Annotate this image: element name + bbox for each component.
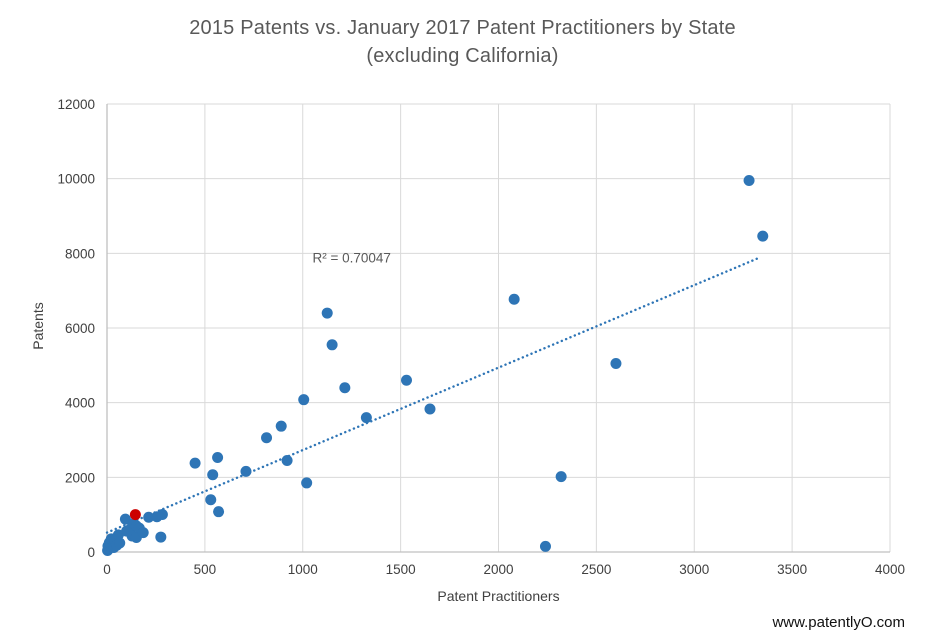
data-point xyxy=(137,527,149,539)
y-tick-label: 4000 xyxy=(65,396,95,411)
trendline xyxy=(105,255,763,534)
data-point xyxy=(240,465,252,477)
data-point xyxy=(281,455,293,467)
y-tick-label: 2000 xyxy=(65,470,95,485)
highlighted-data-point xyxy=(129,509,141,521)
x-tick-label: 3000 xyxy=(679,562,709,577)
data-point xyxy=(156,508,168,520)
x-tick-label: 2000 xyxy=(483,562,513,577)
data-point xyxy=(743,175,755,187)
data-point xyxy=(326,339,338,351)
data-point xyxy=(339,382,351,394)
data-point xyxy=(508,293,520,305)
data-point xyxy=(301,477,313,489)
data-point xyxy=(610,357,622,369)
data-point xyxy=(360,412,372,424)
data-point xyxy=(189,457,201,469)
x-tick-label: 3500 xyxy=(777,562,807,577)
x-tick-label: 1500 xyxy=(386,562,416,577)
data-point xyxy=(143,511,155,523)
data-point xyxy=(321,307,333,319)
chart-title-line1: 2015 Patents vs. January 2017 Patent Pra… xyxy=(189,17,736,39)
r-squared-annotation: R² = 0.70047 xyxy=(312,250,391,266)
data-point xyxy=(207,469,219,481)
data-point xyxy=(555,471,567,483)
data-point xyxy=(400,374,412,386)
x-axis-title: Patent Practitioners xyxy=(437,588,560,604)
y-tick-label: 6000 xyxy=(65,321,95,336)
chart-title-line2: (excluding California) xyxy=(366,45,559,67)
chart-title: 2015 Patents vs. January 2017 Patent Pra… xyxy=(0,14,925,70)
x-tick-label: 4000 xyxy=(875,562,905,577)
y-tick-label: 8000 xyxy=(65,246,95,261)
y-tick-label: 10000 xyxy=(57,172,95,187)
data-point xyxy=(212,452,224,464)
data-point xyxy=(112,529,124,541)
data-point xyxy=(205,494,217,506)
data-point xyxy=(539,540,551,552)
x-tick-label: 2500 xyxy=(581,562,611,577)
watermark: www.patentlyO.com xyxy=(772,614,905,631)
y-tick-label: 12000 xyxy=(57,97,95,112)
x-tick-label: 500 xyxy=(194,562,217,577)
data-point xyxy=(213,506,225,518)
x-tick-label: 0 xyxy=(103,562,111,577)
data-point xyxy=(261,432,273,444)
data-point xyxy=(757,230,769,242)
y-tick-label: 0 xyxy=(87,545,95,560)
x-tick-label: 1000 xyxy=(288,562,318,577)
data-point xyxy=(119,513,131,525)
data-point xyxy=(155,531,167,543)
data-point xyxy=(275,420,287,432)
data-point xyxy=(298,394,310,406)
data-point xyxy=(114,537,126,549)
data-point xyxy=(424,403,436,415)
